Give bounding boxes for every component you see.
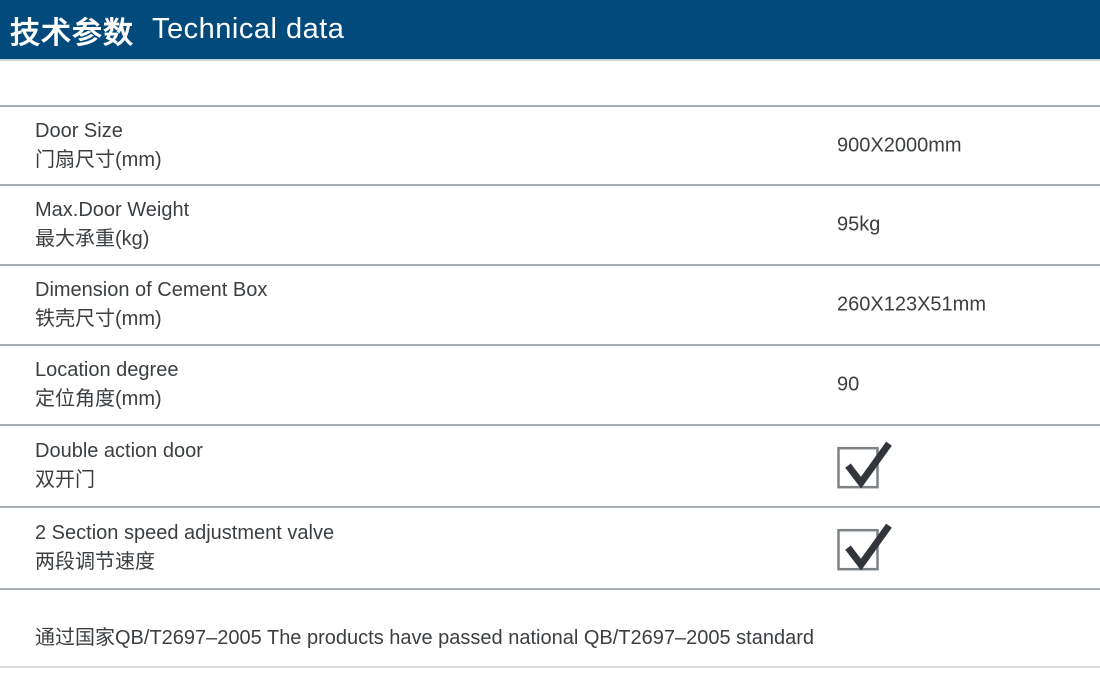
page-title-zh: 技术参数 [10,16,134,50]
table-row: Double action door 双开门 [0,426,1100,508]
row-value: 260X123X51mm [837,293,986,316]
table-row: Location degree 定位角度(mm) 90 [0,346,1100,426]
row-labels: Dimension of Cement Box 铁壳尺寸(mm) [35,276,1100,334]
row-label-en: Max.Door Weight [35,199,190,221]
bottom-divider [0,666,1100,668]
spec-table: Door Size 门扇尺寸(mm) 900X2000mm Max.Door W… [0,105,1100,590]
row-labels: 2 Section speed adjustment valve 两段调节速度 [35,519,1100,577]
row-label-en: Dimension of Cement Box [35,279,268,301]
row-value: 95kg [837,213,881,236]
checkbox-checked-icon [837,441,892,489]
table-row: Door Size 门扇尺寸(mm) 900X2000mm [0,107,1100,186]
standard-note-text: 通过国家QB/T2697–2005 The products have pass… [35,627,815,649]
table-row: Dimension of Cement Box 铁壳尺寸(mm) 260X123… [0,266,1100,346]
row-label-en: Location degree [35,359,179,381]
row-labels: Max.Door Weight 最大承重(kg) [35,196,1100,254]
row-labels: Door Size 门扇尺寸(mm) [35,117,1100,175]
row-labels: Double action door 双开门 [35,437,1100,495]
row-label-zh: 最大承重(kg) [35,228,150,250]
row-label-en: 2 Section speed adjustment valve [35,522,335,544]
checkbox-checked-icon [837,523,892,571]
row-label-zh: 双开门 [35,469,95,491]
row-labels: Location degree 定位角度(mm) [35,356,1100,414]
row-label-zh: 定位角度(mm) [35,388,162,410]
table-row: 2 Section speed adjustment valve 两段调节速度 [0,508,1100,590]
row-value: 900X2000mm [837,134,962,156]
row-label-zh: 两段调节速度 [35,551,155,573]
row-value: 90 [837,373,860,396]
row-label-en: Double action door [35,440,203,462]
row-label-en: Door Size [35,119,123,142]
page-title-en: Technical data [152,13,345,45]
row-label-zh: 门扇尺寸(mm) [35,148,162,171]
row-label-zh: 铁壳尺寸(mm) [35,308,162,330]
header-bar: 技术参数 Technical data [0,0,1100,61]
standard-note: 通过国家QB/T2697–2005 The products have pass… [0,590,1100,671]
table-row: Max.Door Weight 最大承重(kg) 95kg [0,186,1100,266]
